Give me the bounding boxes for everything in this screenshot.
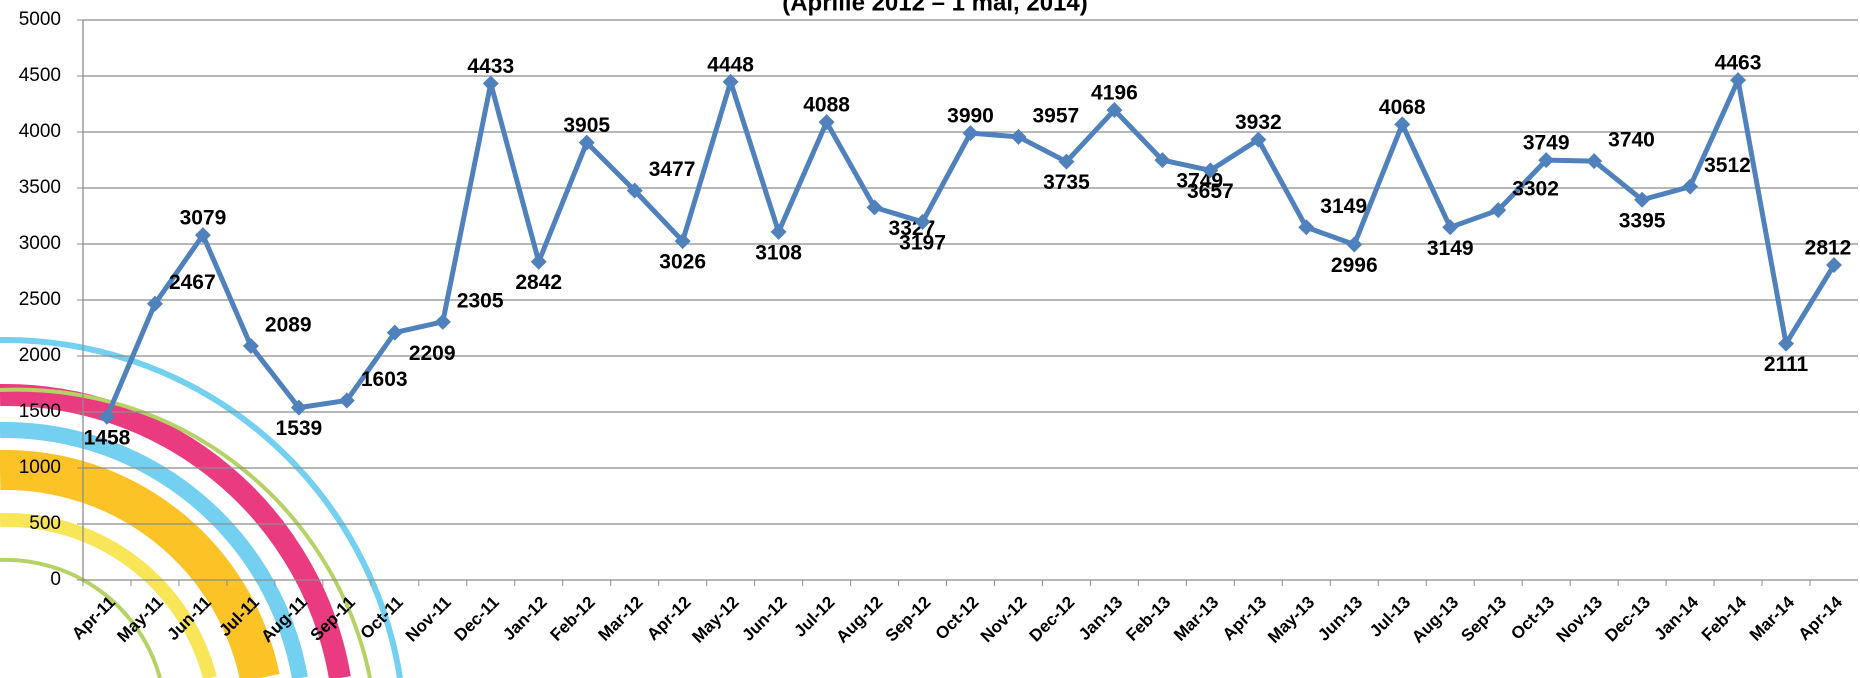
marker xyxy=(1442,219,1458,235)
x-tick-label: Nov-13 xyxy=(1553,593,1607,647)
value-label: 4463 xyxy=(1715,52,1762,75)
x-tick-label: Mar-12 xyxy=(594,593,646,645)
value-label: 3512 xyxy=(1704,154,1751,177)
value-label: 3932 xyxy=(1235,111,1282,134)
value-label: 3149 xyxy=(1427,237,1474,260)
x-tick-label: Aug-13 xyxy=(1408,593,1462,647)
value-label: 4433 xyxy=(467,55,514,78)
x-tick-label: Apr-14 xyxy=(1794,592,1846,644)
x-tick-label: Jun-13 xyxy=(1314,593,1366,645)
x-tick-label: May-11 xyxy=(113,593,167,647)
decoration xyxy=(0,340,400,678)
x-tick-label: May-12 xyxy=(688,593,742,647)
value-label: 1603 xyxy=(361,368,408,391)
value-label: 2467 xyxy=(169,271,216,294)
page: (Aprilie 2012 – 1 mai, 2014) 0 500 1000 150… xyxy=(0,0,1860,678)
x-tick-label: Nov-12 xyxy=(977,593,1031,647)
x-tick-label: Nov-11 xyxy=(402,593,455,646)
x-tick-label: Dec-13 xyxy=(1601,593,1654,646)
x-tick-label: Jan-14 xyxy=(1651,592,1703,644)
x-tick-label: May-13 xyxy=(1264,593,1318,647)
x-tick-label: Mar-13 xyxy=(1170,593,1222,645)
value-label: 3108 xyxy=(755,241,802,264)
value-label: 2996 xyxy=(1331,254,1378,277)
value-label: 2812 xyxy=(1805,237,1852,260)
value-label: 2111 xyxy=(1764,353,1809,376)
value-label: 3079 xyxy=(180,207,227,230)
value-label: 4448 xyxy=(707,53,754,76)
y-tick-label: 5000 xyxy=(19,9,61,30)
value-label: 3657 xyxy=(1187,180,1234,203)
chart-title: (Aprilie 2012 – 1 mai, 2014) xyxy=(782,0,1088,16)
y-tick-label: 500 xyxy=(29,513,61,534)
value-label: 3302 xyxy=(1512,178,1559,201)
y-tick-label: 4000 xyxy=(19,121,61,142)
y-tick-label: 2000 xyxy=(19,345,61,366)
value-label: 3957 xyxy=(1032,104,1079,127)
value-label: 3395 xyxy=(1619,209,1666,232)
x-tick-label: Apr-12 xyxy=(643,593,695,645)
y-tick-label: 2500 xyxy=(19,289,61,310)
x-tick-label: Jun-12 xyxy=(738,593,790,645)
value-label: 4088 xyxy=(803,94,850,117)
y-tick-label: 4500 xyxy=(19,65,61,86)
x-tick-label: Sep-12 xyxy=(882,593,935,646)
marker xyxy=(771,224,787,240)
x-tick-label: Aug-12 xyxy=(832,593,886,647)
value-label: 3735 xyxy=(1043,171,1090,194)
value-label: 3197 xyxy=(899,231,946,254)
value-label: 3990 xyxy=(947,105,994,128)
marker xyxy=(531,254,547,270)
value-label: 3749 xyxy=(1523,132,1570,155)
y-tick-label: 1000 xyxy=(19,457,61,478)
x-tick-label: Feb-13 xyxy=(1122,593,1174,645)
value-label: 3477 xyxy=(649,158,696,181)
marker xyxy=(435,314,451,330)
value-label: 3149 xyxy=(1320,195,1367,218)
y-tick-label: 3000 xyxy=(19,233,61,254)
value-label: 3026 xyxy=(659,251,706,274)
value-label: 2209 xyxy=(409,342,456,365)
x-tick-label: Dec-11 xyxy=(451,593,503,645)
x-tick-label: Oct-12 xyxy=(932,593,983,644)
value-label: 3740 xyxy=(1608,129,1655,152)
y-tick-label: 1500 xyxy=(19,401,61,422)
value-label: 3905 xyxy=(563,114,610,137)
value-label: 4068 xyxy=(1379,96,1426,119)
chart: (Aprilie 2012 – 1 mai, 2014) 0 500 1000 150… xyxy=(0,0,1860,678)
x-tick-label: Oct-13 xyxy=(1507,593,1558,644)
y-tick-label: 3500 xyxy=(19,177,61,198)
x-tick-label: Feb-12 xyxy=(547,593,599,645)
x-tick-label: Dec-12 xyxy=(1026,593,1079,646)
y-tick-label: 0 xyxy=(50,569,61,590)
x-tick-label: Mar-14 xyxy=(1746,592,1799,645)
marker xyxy=(1682,179,1698,195)
x-tick-label: Jan-12 xyxy=(499,593,551,645)
value-label: 2305 xyxy=(457,289,504,312)
x-tick-label: Feb-14 xyxy=(1698,592,1751,645)
value-label: 2842 xyxy=(515,271,562,294)
x-tick-label: Apr-13 xyxy=(1219,593,1271,645)
value-label: 2089 xyxy=(265,314,312,337)
value-label: 4196 xyxy=(1091,82,1138,105)
value-label: 1458 xyxy=(84,426,131,449)
x-tick-label: Sep-13 xyxy=(1457,593,1510,646)
x-tick-label: Jan-13 xyxy=(1075,593,1127,645)
value-label: 1539 xyxy=(276,417,323,440)
marker xyxy=(1346,236,1362,252)
x-tick-label: Apr-11 xyxy=(68,593,119,644)
